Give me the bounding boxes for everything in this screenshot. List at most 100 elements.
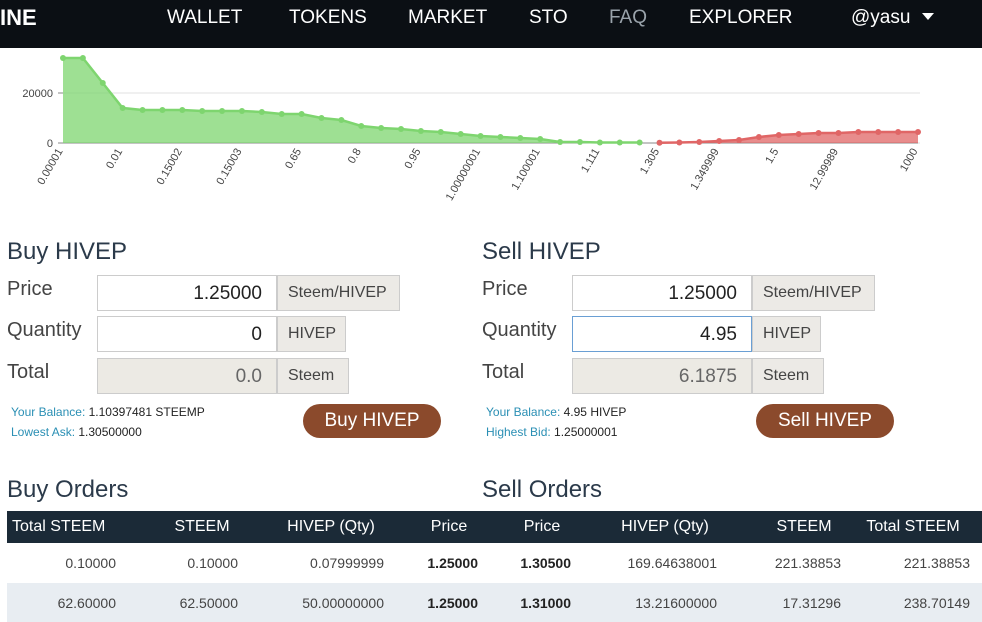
user-menu[interactable]: @yasu (851, 7, 911, 28)
cell: 13.21600000 (635, 595, 717, 611)
info-value: 4.95 HIVEP (563, 405, 627, 419)
point (537, 136, 544, 142)
point (457, 131, 464, 137)
caret (922, 13, 934, 20)
cell: 0.07999999 (310, 555, 384, 571)
x-tick-label: 1.305 (638, 147, 662, 177)
field-label: Price (7, 278, 53, 300)
point (915, 129, 921, 135)
point (238, 108, 245, 114)
form-title: Buy HIVEP (7, 238, 128, 265)
cell: 17.31296 (782, 595, 841, 611)
point (298, 111, 305, 117)
point (795, 131, 802, 137)
x-tick-label: 0.01 (104, 147, 125, 172)
submit-button[interactable]: Buy HIVEP (303, 404, 441, 438)
x-tick-label: 0.15002 (155, 147, 185, 187)
x-tick-label: 0.15003 (214, 147, 244, 187)
column-header: Price (430, 518, 468, 535)
nav-link[interactable]: STO (529, 7, 568, 28)
unit-addon: Steem (752, 358, 824, 394)
point (656, 139, 663, 146)
point (139, 107, 146, 113)
row-bg (7, 583, 982, 622)
field-label: Price (482, 278, 528, 300)
point (318, 115, 325, 121)
cell: 1.31000 (520, 595, 571, 611)
line (63, 56, 640, 144)
nav-link[interactable]: EXPLORER (689, 7, 793, 28)
cell: 62.50000 (179, 595, 238, 611)
info-label: Highest Bid: (486, 425, 551, 439)
point (576, 139, 583, 145)
point (855, 129, 862, 135)
nav-link[interactable]: FAQ (609, 7, 648, 28)
input[interactable]: 0 (97, 316, 277, 352)
input[interactable]: 4.95 (572, 316, 752, 352)
point (258, 109, 265, 115)
x-tick-label: 1000 (898, 147, 921, 174)
info-label: Your Balance: (11, 405, 86, 419)
unit-addon: Steem/HIVEP (277, 275, 400, 311)
cell: 50.00000000 (302, 595, 384, 611)
x-tick-label: 0.00001 (35, 147, 65, 187)
brand[interactable]: INE (0, 5, 37, 30)
info-line: Your Balance: 1.10397481 STEEMP (11, 405, 205, 419)
point (895, 129, 902, 135)
point (616, 139, 623, 146)
cell: 221.38853 (903, 555, 970, 571)
cell: 0.10000 (187, 555, 238, 571)
point (875, 129, 882, 135)
point (338, 117, 345, 123)
y-tick-label: 20000 (22, 88, 53, 100)
table-header (7, 511, 982, 543)
column-header: Total STEEM (12, 518, 106, 535)
nav-bar (0, 0, 982, 48)
cell: 0.10000 (65, 555, 116, 571)
x-tick-label: 12.99989 (808, 147, 841, 193)
point (755, 134, 762, 140)
point (159, 107, 166, 113)
point (199, 108, 206, 114)
column-header: STEEM (174, 518, 230, 535)
row-bg (7, 543, 982, 583)
info-value: 1.25000001 (554, 425, 618, 439)
input[interactable]: 1.25000 (97, 275, 277, 311)
input: 0.0 (97, 358, 277, 394)
nav-link[interactable]: WALLET (167, 7, 243, 28)
point (398, 126, 405, 132)
unit-addon: HIVEP (277, 316, 346, 352)
column-header: Price (523, 518, 561, 535)
column-header: HIVEP (Qty) (621, 518, 709, 535)
x-tick-label: 1.111 (579, 147, 602, 175)
x-tick-label: 1.349999 (688, 147, 721, 193)
x-tick-label: 0.95 (402, 147, 423, 172)
field-label: Total (482, 361, 525, 383)
input[interactable]: 1.25000 (572, 275, 752, 311)
x-tick-label: 0.65 (283, 147, 304, 172)
buy-orders-title: Buy Orders (7, 476, 129, 503)
point (517, 135, 524, 141)
point (497, 134, 504, 140)
point (358, 123, 365, 129)
submit-button[interactable]: Sell HIVEP (756, 404, 894, 438)
cell: 62.60000 (57, 595, 116, 611)
point (119, 105, 126, 111)
point (60, 55, 66, 61)
nav-link[interactable]: MARKET (408, 7, 488, 28)
point (676, 139, 683, 146)
point (716, 138, 723, 144)
nav-link[interactable]: TOKENS (289, 7, 367, 28)
point (696, 139, 703, 145)
cell: 238.70149 (903, 595, 970, 611)
info-line: Lowest Ask: 1.30500000 (11, 425, 142, 439)
cell: 1.25000 (427, 555, 478, 571)
point (417, 128, 424, 134)
point (835, 130, 842, 136)
point (99, 80, 106, 86)
point (477, 133, 484, 139)
point (596, 139, 603, 146)
column-header: HIVEP (Qty) (287, 518, 375, 535)
info-label: Lowest Ask: (11, 425, 76, 439)
point (815, 130, 822, 136)
